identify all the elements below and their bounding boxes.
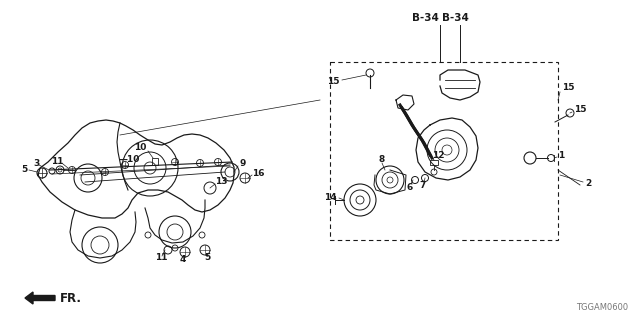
- Text: B-34: B-34: [412, 13, 438, 23]
- FancyArrow shape: [25, 292, 55, 304]
- Text: —10: —10: [118, 156, 140, 164]
- Text: FR.: FR.: [60, 292, 82, 305]
- Text: 16: 16: [252, 169, 264, 178]
- Text: 7: 7: [420, 180, 426, 189]
- Text: 8: 8: [379, 156, 385, 164]
- Text: 5: 5: [204, 253, 210, 262]
- Text: TGGAM0600: TGGAM0600: [576, 303, 628, 312]
- Text: B-34: B-34: [442, 13, 468, 23]
- Text: 12: 12: [432, 150, 445, 159]
- Bar: [152, 158, 158, 165]
- Text: 6: 6: [407, 182, 413, 191]
- Text: 9: 9: [240, 158, 246, 167]
- Text: 2: 2: [585, 179, 591, 188]
- Text: 11: 11: [51, 157, 63, 166]
- Text: 11: 11: [155, 253, 167, 262]
- Text: 13: 13: [215, 178, 227, 187]
- Text: 14: 14: [324, 193, 337, 202]
- Text: 15: 15: [328, 77, 340, 86]
- Text: 3: 3: [33, 158, 39, 167]
- Text: 1: 1: [558, 150, 564, 159]
- Text: 5: 5: [21, 165, 27, 174]
- Text: 15: 15: [574, 106, 586, 115]
- Text: 4: 4: [180, 255, 186, 265]
- Bar: [330, 62, 558, 240]
- Bar: [430, 160, 438, 165]
- Text: 10: 10: [134, 143, 146, 153]
- Text: 15: 15: [562, 84, 575, 92]
